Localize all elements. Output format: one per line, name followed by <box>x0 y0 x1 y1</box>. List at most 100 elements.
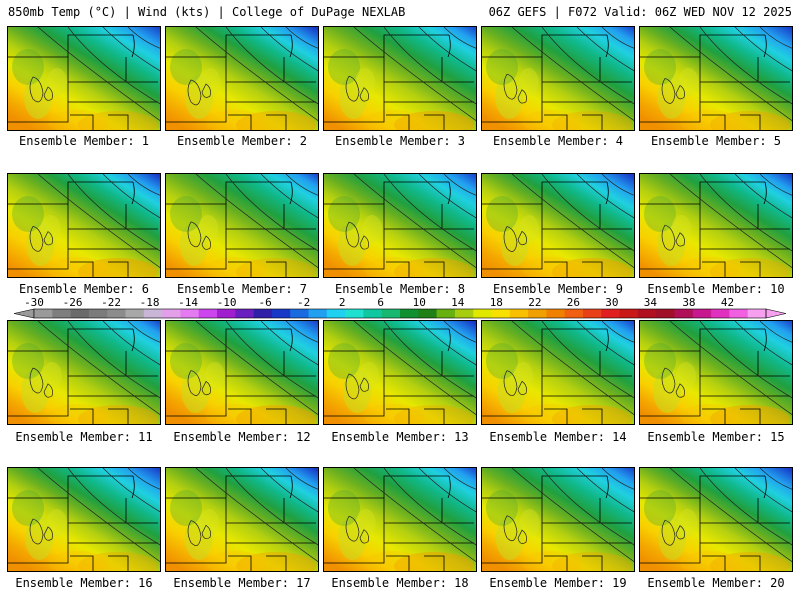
ensemble-member-label: Ensemble Member: 17 <box>173 576 311 590</box>
header: 850mb Temp (°C) | Wind (kts) | College o… <box>0 0 800 24</box>
ensemble-panel <box>7 173 161 278</box>
colorbar-tick-label: 42 <box>721 296 734 309</box>
colorbar-swatch <box>528 309 547 318</box>
colorbar-swatch <box>692 309 712 318</box>
ensemble-panel <box>639 26 793 131</box>
ensemble-panel <box>639 320 793 425</box>
ensemble-member-label: Ensemble Member: 18 <box>331 576 469 590</box>
colorbar-swatch <box>308 309 328 318</box>
colorbar-swatch <box>253 309 273 318</box>
ensemble-member-label: Ensemble Member: 2 <box>176 134 308 148</box>
colorbar-swatch <box>674 309 694 318</box>
colorbar-swatch <box>729 309 749 318</box>
colorbar-swatch <box>381 309 401 318</box>
colorbar-swatch <box>143 309 163 318</box>
colorbar-tick-label: -18 <box>140 296 160 309</box>
ensemble-panel <box>481 467 635 572</box>
ensemble-panel <box>165 26 319 131</box>
colorbar-tick-label: 2 <box>339 296 346 309</box>
colorbar-swatch <box>747 309 767 318</box>
ensemble-member-label: Ensemble Member: 4 <box>492 134 624 148</box>
ensemble-panel <box>165 467 319 572</box>
colorbar-tick-label: 38 <box>682 296 695 309</box>
ensemble-member-label: Ensemble Member: 3 <box>334 134 466 148</box>
colorbar-swatch <box>601 309 621 318</box>
colorbar-tick-label: 14 <box>451 296 465 309</box>
ensemble-member-label: Ensemble Member: 11 <box>15 430 153 444</box>
colorbar-swatch <box>271 309 291 318</box>
colorbar-swatch <box>180 309 200 318</box>
colorbar-swatch <box>162 309 181 318</box>
temperature-map <box>166 27 318 130</box>
colorbar-swatch <box>400 309 419 318</box>
colorbar-swatch <box>564 309 584 318</box>
colorbar-tick-label: 22 <box>528 296 541 309</box>
colorbar-swatch <box>656 309 675 318</box>
colorbar-swatch <box>70 309 90 318</box>
ensemble-member-label: Ensemble Member: 13 <box>331 430 469 444</box>
ensemble-panel <box>7 26 161 131</box>
ensemble-panel <box>165 173 319 278</box>
ensemble-panel <box>7 467 161 572</box>
temperature-map <box>324 27 476 130</box>
colorbar-tick-label: 10 <box>413 296 426 309</box>
ensemble-member-label: Ensemble Member: 20 <box>647 576 785 590</box>
colorbar-tick-label: 34 <box>644 296 658 309</box>
temperature-map <box>640 321 792 424</box>
colorbar-swatch <box>217 309 236 318</box>
ensemble-panel <box>323 26 477 131</box>
temperature-map <box>640 27 792 130</box>
ensemble-panel <box>323 467 477 572</box>
colorbar-swatch <box>34 309 53 318</box>
colorbar-swatch <box>509 309 529 318</box>
temperature-map <box>482 174 634 277</box>
colorbar-swatch <box>454 309 474 318</box>
colorbar-swatch <box>345 309 364 318</box>
colorbar-tick-label: 6 <box>377 296 384 309</box>
colorbar-tick-label: -10 <box>217 296 237 309</box>
colorbar-swatch <box>546 309 566 318</box>
ensemble-panel <box>7 320 161 425</box>
ensemble-member-label: Ensemble Member: 16 <box>15 576 153 590</box>
temperature-map <box>8 321 160 424</box>
ensemble-member-label: Ensemble Member: 8 <box>334 282 466 296</box>
colorbar-swatch <box>491 309 511 318</box>
colorbar-swatch <box>363 309 383 318</box>
ensemble-panel <box>639 467 793 572</box>
temperature-map <box>640 174 792 277</box>
colorbar-swatch <box>107 309 126 318</box>
ensemble-panel <box>323 320 477 425</box>
colorbar-tick-label: -6 <box>259 296 272 309</box>
colorbar-tick-label: 30 <box>605 296 618 309</box>
ensemble-member-label: Ensemble Member: 1 <box>18 134 150 148</box>
colorbar-swatch <box>436 309 456 318</box>
colorbar-tick-label: 18 <box>490 296 503 309</box>
temperature-map <box>324 174 476 277</box>
ensemble-member-label: Ensemble Member: 14 <box>489 430 627 444</box>
colorbar-swatch <box>52 309 72 318</box>
colorbar-swatch <box>473 309 492 318</box>
chart-title: 850mb Temp (°C) | Wind (kts) | College o… <box>8 5 406 19</box>
temperature-map <box>8 468 160 571</box>
temperature-colorbar: -30 -26 -22 -18 -14 -10 -6 -2 2 6 10 14 18 22 26 30 34 38… <box>13 296 787 319</box>
colorbar-tick-label: 26 <box>567 296 580 309</box>
temperature-map <box>8 27 160 130</box>
ensemble-member-label: Ensemble Member: 5 <box>650 134 782 148</box>
colorbar-right-arrow <box>765 308 787 319</box>
ensemble-panel <box>481 320 635 425</box>
colorbar-swatch <box>290 309 309 318</box>
temperature-map <box>324 321 476 424</box>
colorbar-tick-label: -2 <box>297 296 310 309</box>
temperature-map <box>482 321 634 424</box>
temperature-map <box>482 468 634 571</box>
temperature-map <box>166 468 318 571</box>
colorbar-tick-label: -26 <box>63 296 83 309</box>
colorbar-tick-label: -14 <box>178 296 198 309</box>
colorbar-swatch <box>711 309 730 318</box>
colorbar-swatch <box>583 309 602 318</box>
ensemble-panel <box>165 320 319 425</box>
temperature-map <box>482 27 634 130</box>
temperature-map <box>166 321 318 424</box>
colorbar-tick-label: -22 <box>101 296 121 309</box>
ensemble-member-label: Ensemble Member: 9 <box>492 282 624 296</box>
